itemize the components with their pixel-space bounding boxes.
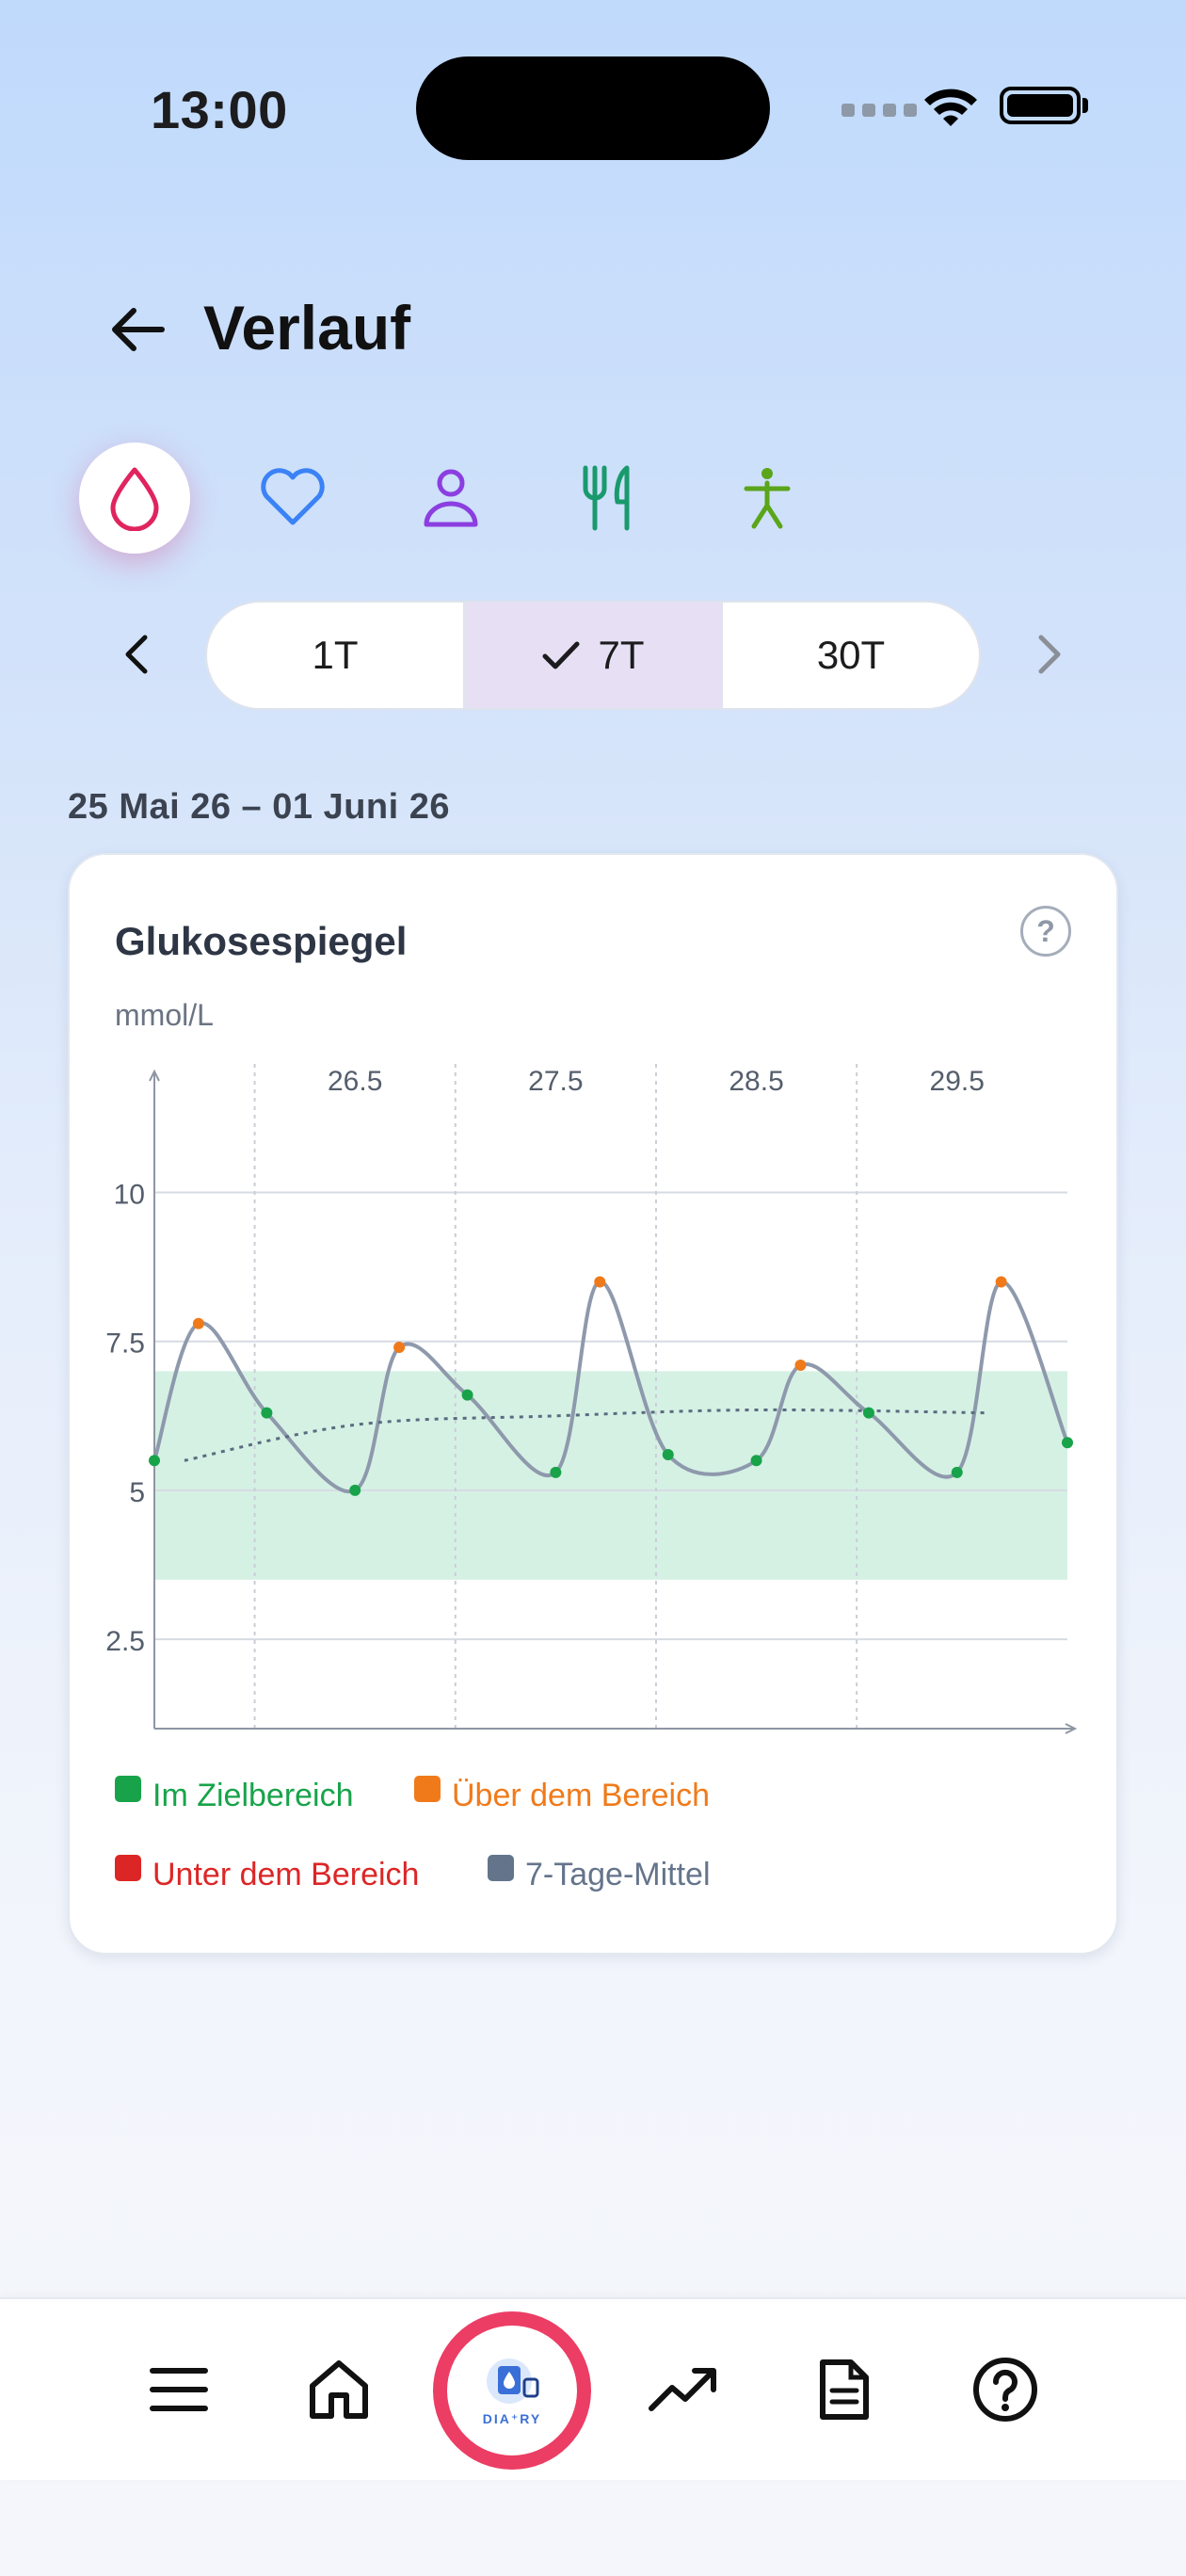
x-tick-label: 27.5 — [528, 1066, 583, 1097]
range-1t-button[interactable]: 1T — [207, 603, 463, 708]
glucose-point — [461, 1389, 473, 1401]
range-30t-button[interactable]: 30T — [723, 603, 979, 708]
menu-icon — [150, 2368, 208, 2411]
glucose-line-chart: 2.5 5 7.5 10 26.5 27.5 28.5 29.5 — [105, 1064, 1078, 1734]
battery-icon — [1000, 87, 1081, 124]
range-30t-label: 30T — [816, 633, 886, 677]
x-tick-label: 26.5 — [328, 1066, 382, 1097]
legend-in-range: Im Zielbereich — [115, 1775, 354, 1814]
nav-home-button[interactable] — [299, 2350, 378, 2429]
glucose-point — [794, 1360, 807, 1372]
legend-label: 7-Tage-Mittel — [525, 1857, 711, 1892]
legend-swatch-gray — [488, 1854, 514, 1881]
fork-knife-icon — [583, 465, 630, 531]
glucose-point — [550, 1466, 562, 1478]
checkmark-icon — [542, 641, 580, 669]
chart-help-button[interactable]: ? — [1020, 906, 1071, 957]
date-range-label: 25 Mai 26 – 01 Juni 26 — [68, 787, 451, 827]
y-tick-label: 7.5 — [105, 1328, 145, 1360]
glucose-point — [192, 1317, 204, 1329]
next-period-button[interactable] — [1017, 621, 1082, 687]
nav-menu-button[interactable] — [139, 2350, 218, 2429]
legend-swatch-green — [115, 1775, 141, 1802]
glucose-point — [862, 1407, 874, 1419]
y-axis-arrow — [149, 1069, 160, 1082]
back-button[interactable] — [102, 294, 173, 365]
person-icon — [424, 469, 478, 527]
heart-icon — [261, 468, 325, 525]
legend-swatch-red — [115, 1854, 141, 1881]
figure-icon — [744, 468, 791, 529]
glucose-point — [149, 1455, 160, 1467]
y-tick-label: 10 — [114, 1180, 145, 1211]
legend-above-range: Über dem Bereich — [414, 1775, 711, 1814]
glucose-point — [995, 1276, 1007, 1288]
y-axis-unit: mmol/L — [115, 998, 214, 1032]
category-activity-button[interactable] — [712, 443, 823, 554]
previous-period-button[interactable] — [104, 621, 169, 687]
wifi-icon — [921, 83, 981, 135]
diary-logo-icon — [487, 2358, 539, 2404]
y-tick-label: 2.5 — [105, 1626, 145, 1657]
range-segmented-control: 1T 7T 30T — [205, 601, 981, 710]
legend-label: Über dem Bereich — [452, 1778, 711, 1813]
nav-diary-button[interactable]: DIA⁺RY — [433, 2311, 591, 2470]
status-time: 13:00 — [151, 80, 288, 139]
nav-help-button[interactable] — [966, 2350, 1045, 2429]
x-tick-label: 28.5 — [729, 1066, 783, 1097]
category-heart-button[interactable] — [237, 443, 348, 554]
diary-logo-text: DIA⁺RY — [482, 2410, 542, 2426]
glucose-point — [951, 1466, 963, 1478]
glucose-point — [594, 1276, 606, 1288]
y-tick-label: 5 — [129, 1477, 145, 1508]
diary-logo: DIA⁺RY — [447, 2326, 577, 2455]
range-7t-label: 7T — [598, 633, 645, 677]
nav-trends-button[interactable] — [644, 2350, 723, 2429]
target-range-band — [154, 1371, 1067, 1580]
range-7t-button[interactable]: 7T — [463, 603, 723, 708]
arrow-left-icon — [112, 308, 165, 351]
page-title: Verlauf — [203, 293, 411, 362]
home-icon — [310, 2360, 368, 2419]
card-title: Glukosespiegel — [115, 919, 408, 963]
glucose-point — [349, 1484, 361, 1496]
question-mark-icon: ? — [1036, 913, 1055, 948]
legend-label: Unter dem Bereich — [152, 1857, 420, 1892]
cellular-signal-icon — [841, 104, 917, 117]
legend-swatch-orange — [414, 1775, 441, 1802]
glucose-point — [1062, 1437, 1073, 1449]
category-glucose-button[interactable] — [79, 443, 190, 554]
dynamic-island — [416, 56, 770, 160]
trend-icon — [649, 2368, 716, 2411]
battery-cap — [1082, 98, 1088, 113]
chevron-right-icon — [1038, 635, 1061, 674]
glucose-point — [261, 1407, 273, 1419]
glucose-point — [393, 1342, 406, 1354]
blood-drop-icon — [110, 467, 159, 531]
category-meal-button[interactable] — [553, 443, 665, 554]
category-weight-button[interactable] — [395, 443, 506, 554]
glucose-point — [662, 1448, 674, 1460]
legend-label: Im Zielbereich — [152, 1778, 354, 1813]
glucose-chart-card: Glukosespiegel ? mmol/L 2.5 5 7.5 10 26.5 27.… — [68, 853, 1118, 1955]
x-tick-label: 29.5 — [930, 1066, 985, 1097]
legend-7-day-average: 7-Tage-Mittel — [488, 1854, 711, 1893]
chevron-left-icon — [125, 635, 148, 674]
x-axis-arrow — [1065, 1723, 1078, 1734]
document-icon — [820, 2359, 869, 2420]
range-1t-label: 1T — [312, 633, 359, 677]
help-icon — [973, 2358, 1037, 2422]
glucose-point — [750, 1455, 762, 1467]
legend-below-range: Unter dem Bereich — [115, 1854, 420, 1893]
nav-reports-button[interactable] — [805, 2350, 884, 2429]
average-line — [184, 1408, 987, 1462]
